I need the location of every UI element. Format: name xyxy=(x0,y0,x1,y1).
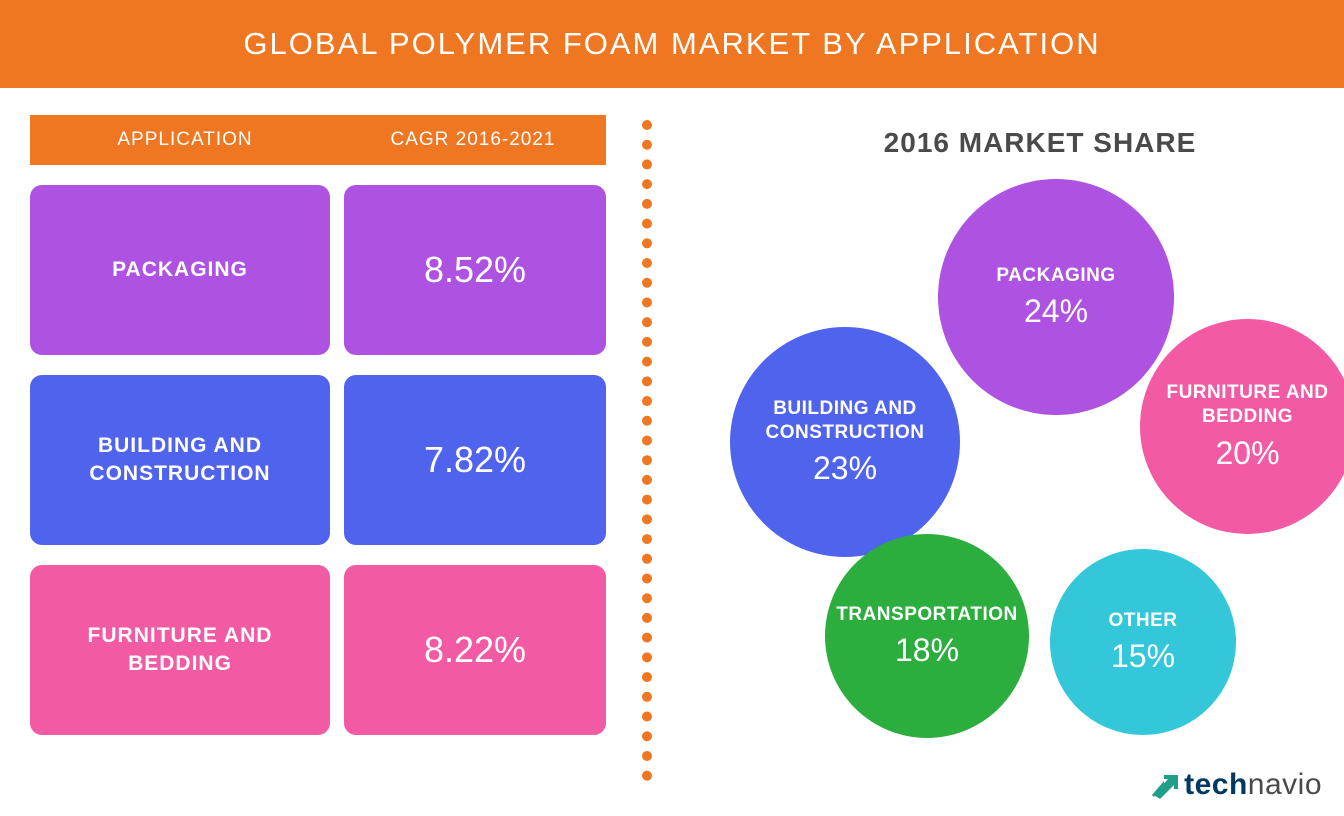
bubble-label: PACKAGING xyxy=(996,264,1115,288)
cagr-row: BUILDING AND CONSTRUCTION7.82% xyxy=(30,375,606,545)
bubble-value: 23% xyxy=(813,450,877,487)
cagr-application-cell: FURNITURE AND BEDDING xyxy=(30,565,330,735)
cagr-row: FURNITURE AND BEDDING8.22% xyxy=(30,565,606,735)
bubble-value: 20% xyxy=(1215,435,1279,472)
bubble-label: BUILDING AND CONSTRUCTION xyxy=(742,397,948,445)
cagr-value-cell: 8.52% xyxy=(344,185,606,355)
market-share-bubble: FURNITURE AND BEDDING 20% xyxy=(1140,319,1344,534)
cagr-header-application: APPLICATION xyxy=(30,129,340,151)
bubble-label: OTHER xyxy=(1109,609,1178,633)
logo-arrow-icon xyxy=(1150,771,1180,799)
page-title: GLOBAL POLYMER FOAM MARKET BY APPLICATIO… xyxy=(243,26,1100,62)
bubble-chart: PACKAGING 24% BUILDING AND CONSTRUCTION 23%… xyxy=(720,179,1344,779)
cagr-value-cell: 8.22% xyxy=(344,565,606,735)
market-share-bubble: TRANSPORTATION 18% xyxy=(825,534,1029,738)
cagr-table-body: PACKAGING8.52%BUILDING AND CONSTRUCTION7… xyxy=(30,185,606,735)
cagr-application-cell: BUILDING AND CONSTRUCTION xyxy=(30,375,330,545)
market-share-bubble: BUILDING AND CONSTRUCTION 23% xyxy=(730,327,960,557)
market-share-bubble: OTHER 15% xyxy=(1050,549,1236,735)
cagr-table: APPLICATION CAGR 2016-2021 PACKAGING8.52… xyxy=(30,115,606,816)
cagr-row: PACKAGING8.52% xyxy=(30,185,606,355)
logo-text-part2: navio xyxy=(1248,768,1322,801)
logo-text: technavio xyxy=(1184,768,1322,802)
market-share-panel: 2016 MARKET SHARE PACKAGING 24% BUILDING A… xyxy=(720,115,1344,779)
market-share-title: 2016 MARKET SHARE xyxy=(720,127,1344,159)
market-share-bubble: PACKAGING 24% xyxy=(938,179,1174,415)
cagr-value-cell: 7.82% xyxy=(344,375,606,545)
bubble-label: TRANSPORTATION xyxy=(836,603,1018,627)
page-title-band: GLOBAL POLYMER FOAM MARKET BY APPLICATIO… xyxy=(0,0,1344,88)
cagr-header-value: CAGR 2016-2021 xyxy=(340,129,606,151)
logo-text-part1: tech xyxy=(1184,768,1248,801)
bubble-value: 24% xyxy=(1024,293,1088,330)
bubble-value: 15% xyxy=(1111,638,1175,675)
brand-logo: technavio xyxy=(1150,768,1322,802)
bubble-value: 18% xyxy=(895,632,959,669)
main-content: APPLICATION CAGR 2016-2021 PACKAGING8.52… xyxy=(30,115,1344,816)
cagr-table-header: APPLICATION CAGR 2016-2021 xyxy=(30,115,606,165)
bubble-label: FURNITURE AND BEDDING xyxy=(1152,381,1343,429)
cagr-application-cell: PACKAGING xyxy=(30,185,330,355)
